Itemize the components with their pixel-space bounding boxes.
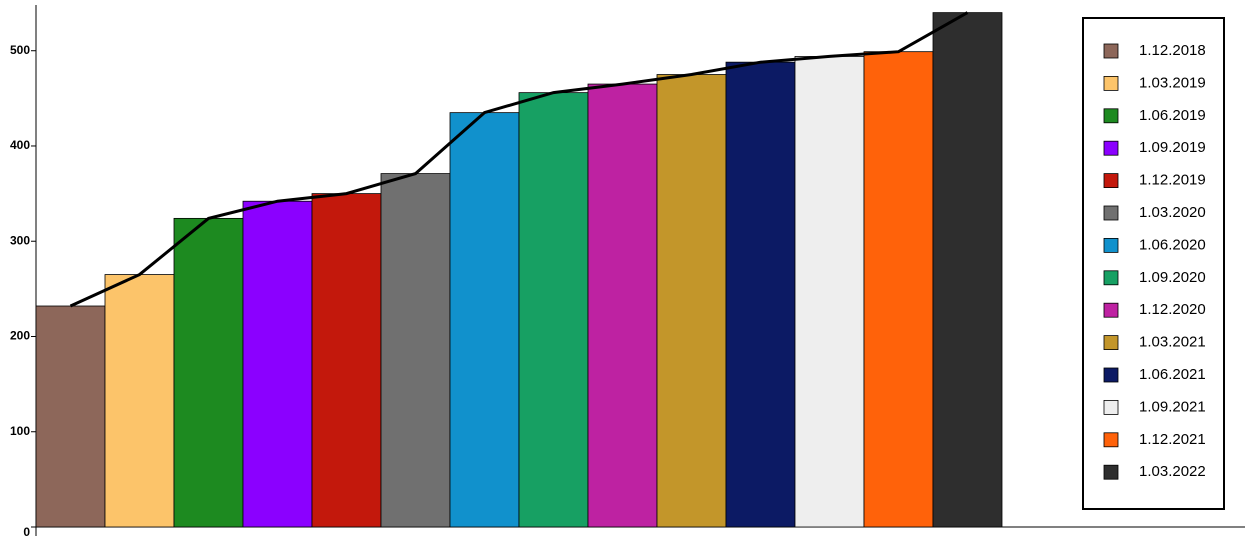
legend-swatch: [1103, 173, 1119, 189]
legend-swatch: [1103, 367, 1119, 383]
legend-swatch: [1103, 76, 1119, 91]
y-tick-label: 400: [10, 138, 30, 152]
legend-swatch: [1103, 140, 1119, 156]
bar: [311, 193, 382, 528]
legend-swatch: [1103, 464, 1119, 480]
legend-label: 1.06.2019: [1139, 107, 1206, 124]
bar: [173, 217, 244, 528]
bar: [932, 12, 1003, 528]
legend-swatch: [1103, 43, 1119, 59]
bar: [725, 61, 796, 528]
legend-label: 1.12.2019: [1139, 172, 1206, 189]
bar: [794, 56, 865, 528]
bar: [242, 200, 313, 528]
legend-label: 1.03.2021: [1139, 334, 1206, 351]
legend-label: 1.09.2019: [1139, 139, 1206, 156]
bar: [104, 274, 175, 528]
bar: [449, 112, 520, 528]
legend-label: 1.09.2020: [1139, 269, 1206, 286]
legend-box: [1082, 17, 1225, 510]
legend-swatch: [1103, 237, 1119, 253]
legend-label: 1.03.2020: [1139, 204, 1206, 221]
legend-label: 1.12.2020: [1139, 301, 1206, 318]
legend-label: 1.09.2021: [1139, 398, 1206, 415]
legend-swatch: [1103, 432, 1119, 448]
legend-swatch: [1103, 399, 1119, 415]
legend-label: 1.06.2020: [1139, 236, 1206, 253]
legend-swatch: [1103, 108, 1119, 124]
legend-swatch: [1103, 335, 1119, 351]
bar: [518, 92, 589, 528]
y-tick-label: 500: [10, 43, 30, 57]
legend-swatch: [1103, 270, 1119, 286]
bar: [587, 83, 658, 528]
bar: [863, 51, 934, 528]
bar: [656, 74, 727, 528]
bar: [35, 305, 106, 528]
legend-label: 1.06.2021: [1139, 366, 1206, 383]
bar: [380, 173, 451, 528]
y-tick-label: 300: [10, 233, 30, 247]
legend-label: 1.12.2018: [1139, 42, 1206, 59]
y-tick-label: 0: [23, 525, 30, 539]
y-tick-label: 200: [10, 329, 30, 343]
legend-label: 1.12.2021: [1139, 431, 1206, 448]
legend-label: 1.03.2022: [1139, 463, 1206, 480]
legend-swatch: [1103, 302, 1119, 318]
legend-label: 1.03.2019: [1139, 74, 1206, 91]
trend-line: [69, 11, 969, 308]
legend-swatch: [1103, 205, 1119, 221]
y-tick-label: 100: [10, 424, 30, 438]
